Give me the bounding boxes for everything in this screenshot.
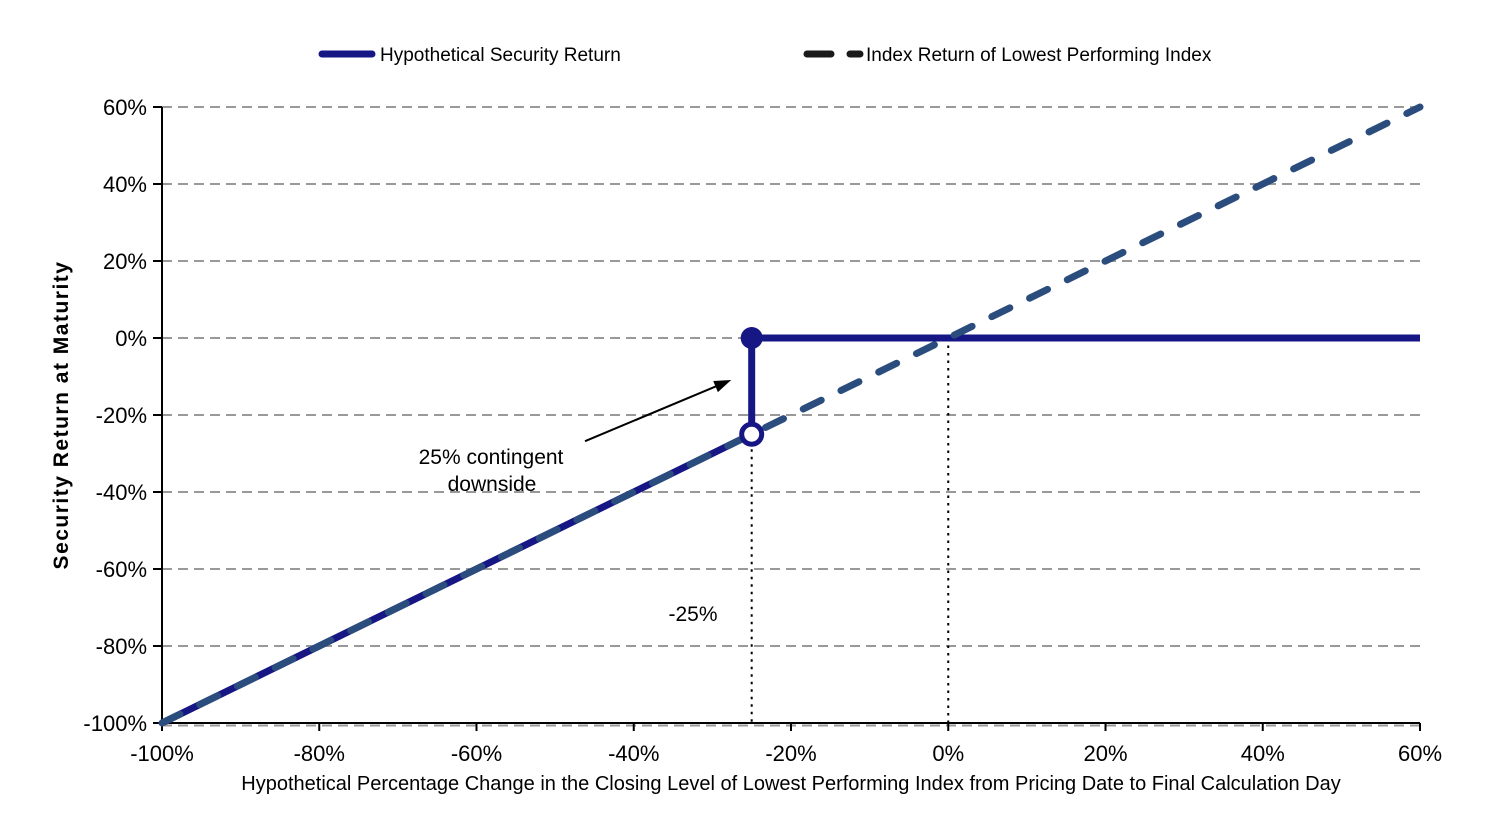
y-tick-label: 40% [103,172,147,197]
series-line-solid [160,334,1420,727]
x-tick-label: 60% [1398,741,1442,766]
x-tick-label: -80% [294,741,345,766]
y-tick-label: -100% [83,711,147,736]
legend-label-index-return: Index Return of Lowest Performing Index [866,45,1212,66]
marker-open-circle [739,421,765,447]
callout-arrowhead [713,379,732,393]
x-tick-label: -40% [608,741,659,766]
y-tick-label: -20% [96,403,147,428]
callout-text-line1: 25% contingent [419,446,564,469]
x-tick-label: 0% [932,741,964,766]
barrier-level-label: -25% [668,603,717,626]
x-axis-title: Hypothetical Percentage Change in the Cl… [241,773,1340,795]
callout-arrow-line [584,382,723,443]
y-tick-label: 60% [103,95,147,120]
y-tick-label: 0% [115,326,147,351]
y-tick-label: -80% [96,634,147,659]
series-line-dashed [158,103,1424,727]
y-axis-title: Security Return at Maturity [50,261,73,570]
callout-text-line2: downside [448,473,537,496]
y-tick-label: -40% [96,480,147,505]
chart-generated-layers: -100% -80% -60% -40% -20% 0% 20% 40% 60% 60% 40% 20… [83,95,1442,766]
x-tick-label: -20% [765,741,816,766]
x-tick-label: 20% [1083,741,1127,766]
x-tick-label: 40% [1241,741,1285,766]
x-tick-label: -60% [451,741,502,766]
y-tick-label: -60% [96,557,147,582]
y-tick-label: 20% [103,249,147,274]
legend-label-security-return: Hypothetical Security Return [380,45,621,66]
legend: Hypothetical Security Return Index Retur… [318,45,1212,66]
x-tick-label: -100% [130,741,194,766]
marker-filled-circle [740,327,763,349]
